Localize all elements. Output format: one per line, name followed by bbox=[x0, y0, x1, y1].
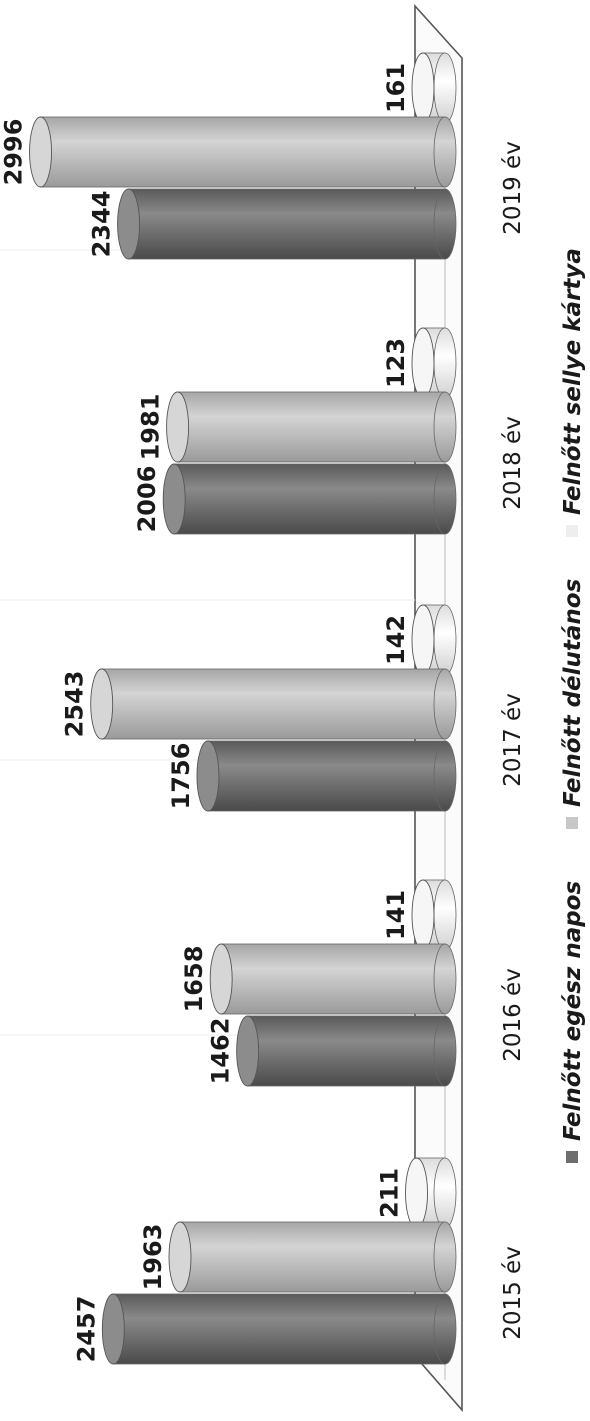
legend-label-sellye-kartya: Felnőtt sellye kártya bbox=[560, 248, 586, 515]
bar-sellye-kartya-2-end-cap bbox=[411, 604, 435, 676]
bar-egesz-napos-2-end-cap bbox=[196, 740, 220, 812]
bar-egesz-napos-1 bbox=[236, 1015, 457, 1087]
bar-egesz-napos-1-end-cap bbox=[236, 1015, 260, 1087]
bar-egesz-napos-1-body bbox=[247, 1015, 446, 1087]
bar-egesz-napos-3-end-cap bbox=[162, 463, 186, 535]
bar-delutanos-0 bbox=[168, 1221, 457, 1293]
bar-egesz-napos-4-base-cap bbox=[433, 188, 457, 260]
bar-delutanos-0-base-cap bbox=[433, 1221, 457, 1293]
bar-delutanos-2-base-cap bbox=[433, 668, 457, 740]
bar-egesz-napos-2-body bbox=[207, 740, 446, 812]
bar-sellye-kartya-0-end-cap bbox=[405, 1157, 428, 1229]
data-label-egesz-napos-2: 1756 bbox=[167, 743, 195, 810]
bar-sellye-kartya-1 bbox=[411, 879, 457, 951]
bar-delutanos-4-end-cap bbox=[29, 116, 52, 188]
bar-delutanos-2-end-cap bbox=[90, 668, 114, 740]
bar-sellye-kartya-4 bbox=[411, 52, 457, 124]
bar-egesz-napos-0-body bbox=[112, 1293, 446, 1365]
gridlines bbox=[0, 249, 415, 1036]
bar-delutanos-3-end-cap bbox=[166, 391, 190, 463]
legend: Felnőtt egész napos Felnőtt délutános Fe… bbox=[560, 248, 586, 1163]
legend-swatch-sellye-kartya bbox=[566, 525, 578, 537]
category-label-2018: 2018 év bbox=[500, 416, 526, 510]
data-label-egesz-napos-1: 1462 bbox=[207, 1018, 235, 1085]
bars-layer bbox=[29, 52, 457, 1365]
bar-sellye-kartya-0-base-cap bbox=[433, 1157, 457, 1229]
data-label-egesz-napos-0: 2457 bbox=[72, 1296, 100, 1363]
bar-sellye-kartya-4-base-cap bbox=[433, 52, 457, 124]
legend-swatch-delutanos bbox=[566, 817, 578, 829]
data-label-egesz-napos-4: 2344 bbox=[88, 191, 116, 258]
bar-egesz-napos-4-end-cap bbox=[117, 188, 141, 260]
bar-delutanos-2-body bbox=[101, 668, 446, 740]
legend-label-delutanos: Felnőtt délutános bbox=[560, 579, 586, 807]
bar-sellye-kartya-0 bbox=[405, 1157, 457, 1229]
category-axis: 2015 év 2016 év 2017 év 2018 év 2019 év bbox=[500, 141, 526, 1340]
bar-delutanos-4-base-cap bbox=[433, 116, 457, 188]
bar-delutanos-3-body bbox=[177, 391, 446, 463]
bar-sellye-kartya-2 bbox=[411, 604, 457, 676]
bar-egesz-napos-2-base-cap bbox=[433, 740, 457, 812]
data-label-delutanos-3: 1981 bbox=[137, 394, 165, 461]
bar-delutanos-1-base-cap bbox=[433, 943, 457, 1015]
bar-sellye-kartya-3-base-cap bbox=[433, 327, 457, 399]
data-label-sellye-kartya-1: 141 bbox=[382, 890, 410, 940]
data-label-egesz-napos-3: 2006 bbox=[133, 466, 161, 533]
bar-egesz-napos-4-body bbox=[128, 188, 446, 260]
bar-sellye-kartya-1-base-cap bbox=[433, 879, 457, 951]
bar-delutanos-2 bbox=[90, 668, 457, 740]
bar-delutanos-3-base-cap bbox=[433, 391, 457, 463]
data-label-sellye-kartya-0: 211 bbox=[376, 1168, 404, 1218]
category-label-2019: 2019 év bbox=[500, 141, 526, 235]
bar-delutanos-1 bbox=[209, 943, 457, 1015]
bar-delutanos-3 bbox=[166, 391, 457, 463]
category-label-2017: 2017 év bbox=[500, 693, 526, 787]
bar-delutanos-1-end-cap bbox=[209, 943, 233, 1015]
data-label-sellye-kartya-2: 142 bbox=[382, 615, 410, 665]
bar-sellye-kartya-3 bbox=[411, 327, 457, 399]
bar-delutanos-1-body bbox=[220, 943, 446, 1015]
bar-egesz-napos-0 bbox=[101, 1293, 457, 1365]
bar-delutanos-4 bbox=[29, 116, 457, 188]
bar-egesz-napos-4 bbox=[117, 188, 457, 260]
legend-swatch-egesz-napos bbox=[566, 1151, 578, 1163]
category-label-2016: 2016 év bbox=[500, 968, 526, 1062]
bar-egesz-napos-1-base-cap bbox=[433, 1015, 457, 1087]
labels-layer: 211 1963 2457 141 1658 1462 142 2543 1756 123 1981… bbox=[0, 63, 410, 1362]
legend-label-egesz-napos: Felnőtt egész napos bbox=[560, 881, 586, 1141]
bar-delutanos-0-end-cap bbox=[168, 1221, 192, 1293]
bar-egesz-napos-0-base-cap bbox=[433, 1293, 457, 1365]
bar-egesz-napos-3-base-cap bbox=[433, 463, 457, 535]
data-label-sellye-kartya-4: 161 bbox=[382, 63, 410, 113]
data-label-sellye-kartya-3: 123 bbox=[382, 338, 410, 388]
category-label-2015: 2015 év bbox=[500, 1246, 526, 1340]
bar-sellye-kartya-1-end-cap bbox=[411, 879, 435, 951]
data-label-delutanos-0: 1963 bbox=[139, 1224, 167, 1291]
bar-egesz-napos-0-end-cap bbox=[101, 1293, 125, 1365]
bar-egesz-napos-3 bbox=[162, 463, 457, 535]
bar-sellye-kartya-2-base-cap bbox=[433, 604, 457, 676]
bar-egesz-napos-3-body bbox=[173, 463, 446, 535]
bar-delutanos-0-body bbox=[179, 1221, 446, 1293]
bar-sellye-kartya-3-end-cap bbox=[411, 327, 435, 399]
bar-egesz-napos-2 bbox=[196, 740, 457, 812]
data-label-delutanos-4: 2996 bbox=[0, 119, 28, 186]
bar-sellye-kartya-4-end-cap bbox=[411, 52, 435, 124]
bar-delutanos-4-body bbox=[40, 116, 446, 188]
data-label-delutanos-2: 2543 bbox=[61, 671, 89, 738]
data-label-delutanos-1: 1658 bbox=[180, 946, 208, 1013]
